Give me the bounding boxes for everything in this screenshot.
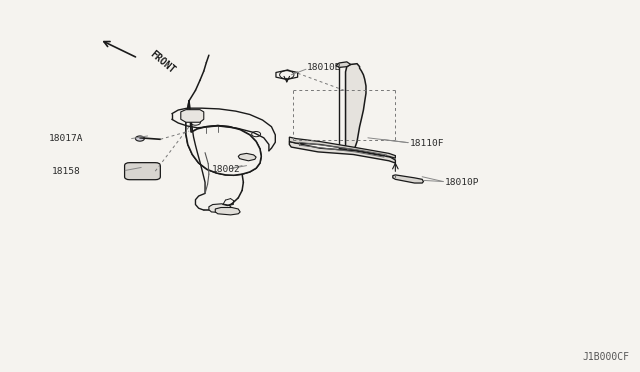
Text: 18017A: 18017A [49, 134, 84, 143]
Polygon shape [180, 110, 204, 122]
Polygon shape [215, 208, 240, 215]
Text: 18110F: 18110F [410, 139, 444, 148]
FancyBboxPatch shape [125, 163, 161, 180]
Polygon shape [289, 141, 396, 163]
Polygon shape [393, 175, 424, 183]
Polygon shape [289, 137, 396, 158]
Polygon shape [186, 101, 261, 175]
Text: 18158: 18158 [52, 167, 81, 176]
Polygon shape [209, 204, 232, 213]
Polygon shape [336, 62, 351, 67]
Polygon shape [238, 153, 256, 161]
Text: 18010B: 18010B [307, 63, 342, 72]
Text: FRONT: FRONT [148, 49, 177, 75]
Polygon shape [346, 64, 366, 151]
Text: 18002: 18002 [211, 165, 240, 174]
Circle shape [136, 136, 145, 141]
Text: 18010P: 18010P [445, 178, 479, 187]
Text: J1B000CF: J1B000CF [583, 352, 630, 362]
